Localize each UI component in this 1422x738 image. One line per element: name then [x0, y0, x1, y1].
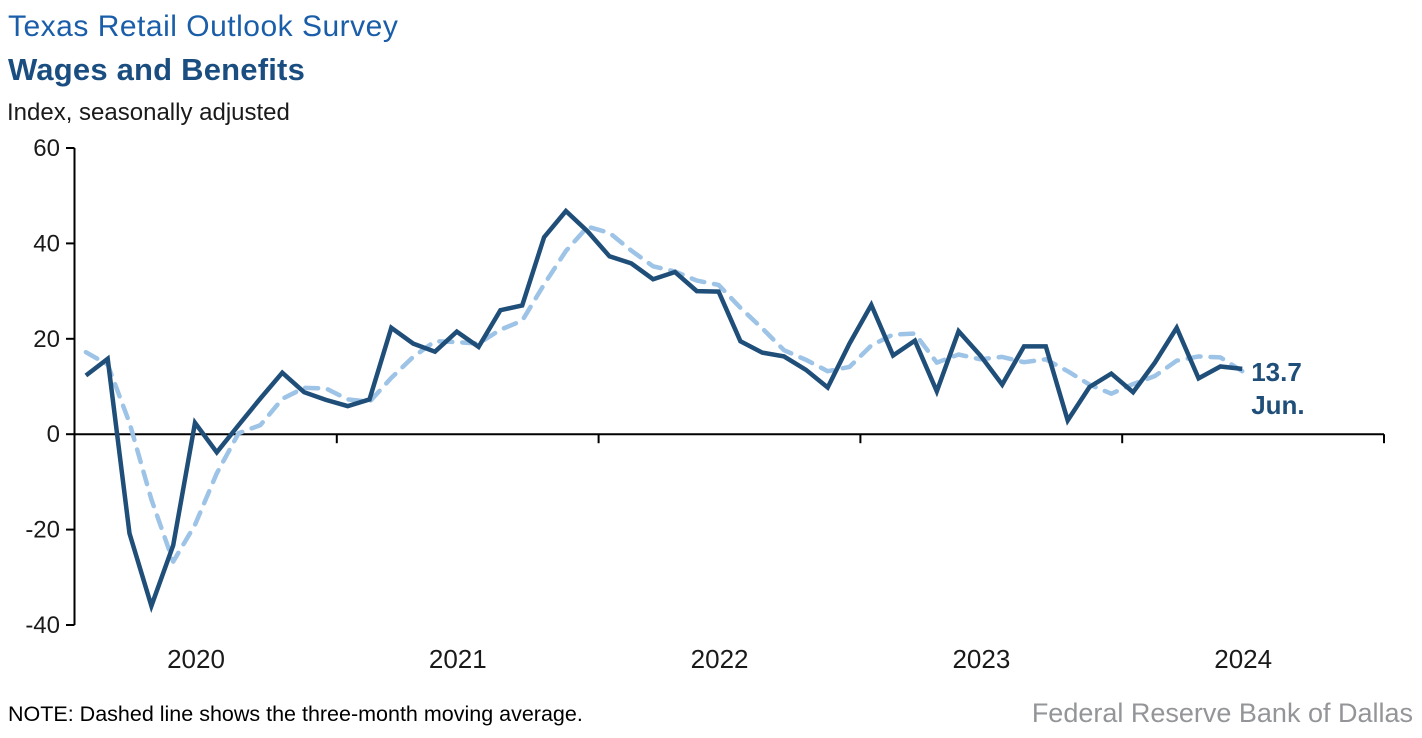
- y-axis-tick-label: 0: [47, 421, 60, 448]
- y-axis-tick-label: 20: [33, 326, 60, 353]
- x-axis-year-label: 2024: [1214, 644, 1272, 674]
- index-solid-line: [84, 207, 1243, 614]
- y-axis-tick-label: 40: [33, 230, 60, 257]
- x-axis-year-label: 2023: [952, 644, 1010, 674]
- y-axis-tick-label: -40: [25, 612, 60, 639]
- latest-month-label: Jun.: [1251, 390, 1304, 420]
- x-axis-year-label: 2020: [167, 644, 225, 674]
- chart-title: Texas Retail Outlook Survey: [8, 10, 399, 43]
- y-axis-units-label: Index, seasonally adjusted: [7, 99, 290, 126]
- y-axis-tick-label: 60: [33, 135, 60, 162]
- y-axis-tick-label: -20: [25, 517, 60, 544]
- footnote: NOTE: Dashed line shows the three-month …: [8, 702, 583, 726]
- chart-subtitle-bold: Wages and Benefits: [8, 52, 306, 87]
- latest-value-label: 13.7: [1251, 357, 1302, 387]
- x-axis-year-label: 2022: [691, 644, 749, 674]
- x-axis-year-label: 2021: [429, 644, 487, 674]
- source-attribution: Federal Reserve Bank of Dallas: [1031, 698, 1413, 728]
